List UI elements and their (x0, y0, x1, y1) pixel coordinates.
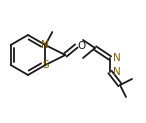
Text: S: S (42, 60, 49, 70)
Text: N: N (41, 40, 49, 50)
Text: N: N (113, 53, 121, 63)
Text: O: O (77, 41, 85, 51)
Text: N: N (113, 67, 121, 77)
